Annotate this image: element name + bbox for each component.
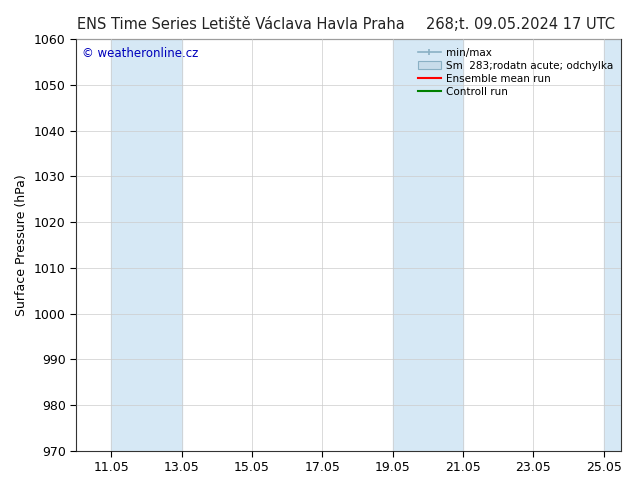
Bar: [111, 39, 181, 451]
Text: © weatheronline.cz: © weatheronline.cz: [82, 48, 198, 60]
Y-axis label: Surface Pressure (hPa): Surface Pressure (hPa): [15, 174, 29, 316]
Bar: [392, 39, 463, 451]
Bar: [604, 39, 634, 451]
Text: ENS Time Series Letiště Václava Havla Praha: ENS Time Series Letiště Václava Havla Pr…: [77, 17, 404, 32]
Legend: min/max, Sm  283;rodatn acute; odchylka, Ensemble mean run, Controll run: min/max, Sm 283;rodatn acute; odchylka, …: [415, 45, 616, 100]
Text: 268;t. 09.05.2024 17 UTC: 268;t. 09.05.2024 17 UTC: [426, 17, 615, 32]
